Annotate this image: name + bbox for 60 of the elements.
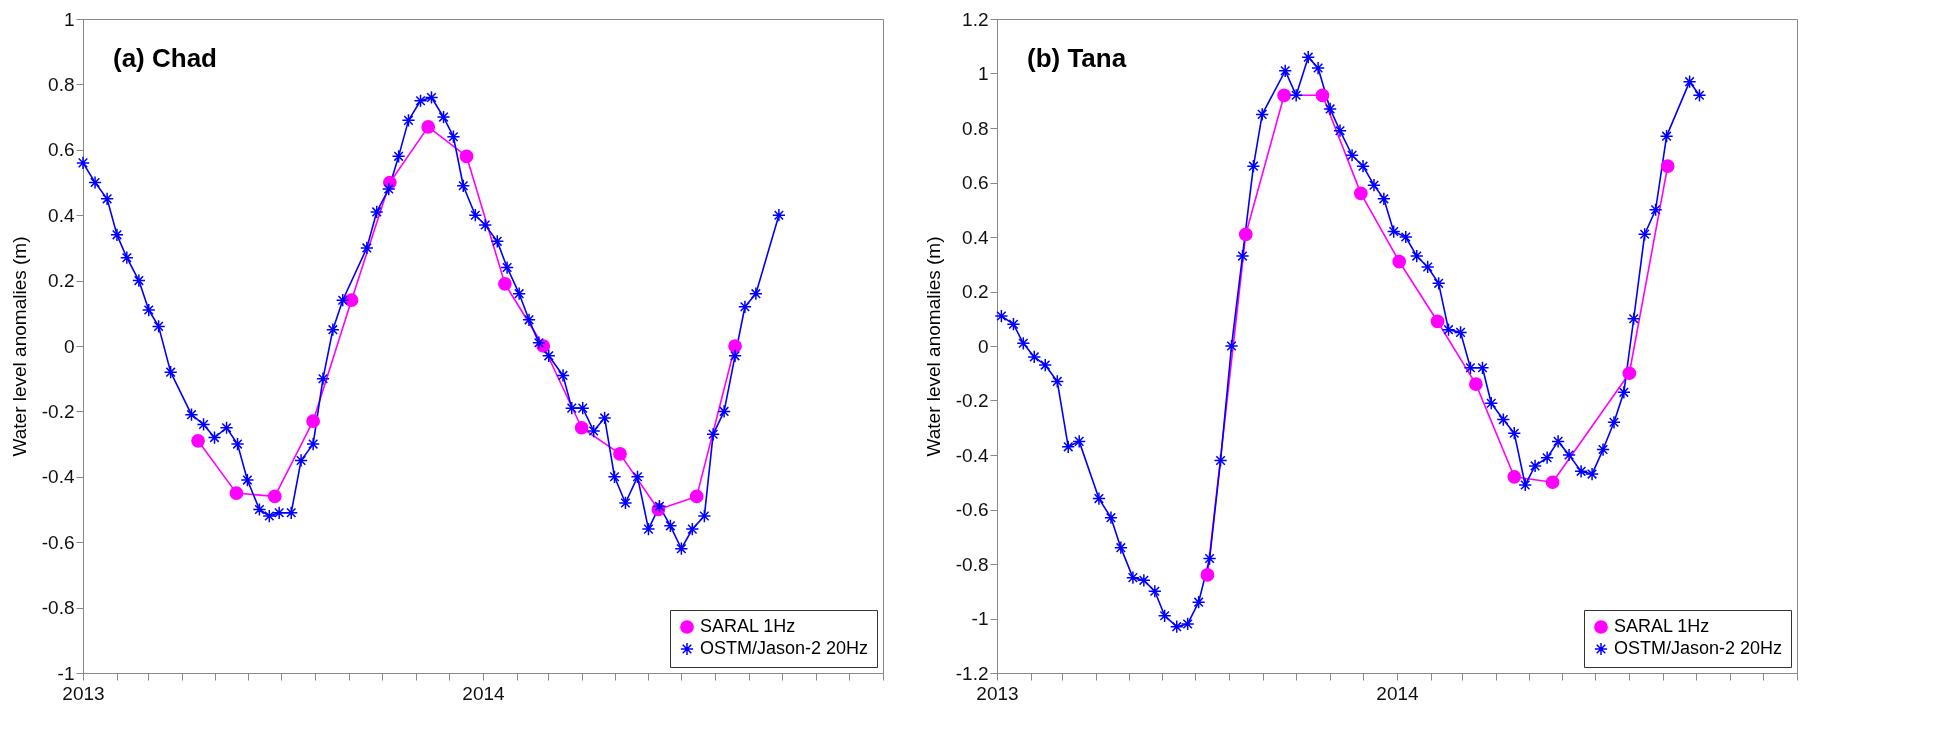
- point: [1353, 186, 1368, 201]
- point: [1469, 377, 1483, 392]
- y-tick-label: -1: [57, 662, 75, 684]
- y-tick-label: 1.2: [962, 8, 989, 30]
- point: [1430, 314, 1445, 329]
- point: [1622, 366, 1637, 381]
- point: [421, 120, 436, 134]
- y-tick-label: 1: [977, 63, 989, 84]
- y-tick-label: -0.6: [955, 499, 989, 520]
- legend-label: SARAL 1Hz: [1614, 616, 1710, 636]
- text: (b) Tana: [1027, 43, 1127, 73]
- y-tick-label: 0.8: [962, 117, 989, 139]
- point: [1238, 227, 1253, 242]
- point: [306, 414, 321, 429]
- text: (a) Chad: [113, 43, 217, 73]
- y-tick-label: 0.4: [48, 204, 75, 226]
- y-axis-title: Water level anomalies (m): [922, 236, 944, 457]
- point: [689, 489, 704, 504]
- point: [267, 489, 282, 504]
- y-axis-title: Water level anomalies (m): [8, 236, 30, 457]
- legend-label: OSTM/Jason-2 20Hz: [700, 638, 869, 658]
- y-tick-label: 0: [63, 335, 75, 357]
- y-tick-label: -0.4: [955, 444, 989, 466]
- y-tick-label: -1.2: [955, 662, 989, 684]
- y-tick-label: 0.8: [48, 73, 75, 95]
- y-tick-label: 0.2: [48, 270, 75, 292]
- point: [344, 293, 359, 308]
- y-tick-label: -0.2: [41, 400, 75, 422]
- y-tick-label: 1: [63, 8, 75, 30]
- y-tick-label: 0.6: [962, 172, 989, 193]
- point: [191, 433, 205, 448]
- y-tick-label: 0.6: [48, 139, 75, 161]
- point: [498, 277, 512, 291]
- y-tick-label: 0: [977, 335, 989, 357]
- x-tick-label: 2013: [976, 682, 1019, 704]
- point: [574, 420, 589, 435]
- point: [1545, 475, 1560, 490]
- point: [1200, 568, 1215, 582]
- point: [459, 149, 474, 164]
- y-tick-label: -0.6: [41, 531, 75, 553]
- point: [1315, 88, 1330, 103]
- y-tick-label: -0.8: [41, 597, 75, 619]
- point: [1507, 469, 1522, 484]
- y-tick-label: -0.2: [955, 390, 989, 411]
- y-tick-label: -0.4: [41, 466, 75, 488]
- legend-label: SARAL 1Hz: [700, 616, 796, 636]
- point: [613, 447, 627, 461]
- x-tick-label: 2013: [62, 682, 105, 704]
- y-tick-label: 0.2: [962, 281, 989, 302]
- y-tick-label: 0.4: [962, 226, 989, 248]
- point: [1660, 159, 1675, 174]
- legend-label: OSTM/Jason-2 20Hz: [1614, 638, 1783, 658]
- x-tick-label: 2014: [1376, 682, 1420, 704]
- point: [1392, 254, 1407, 269]
- y-tick-label: -0.8: [955, 553, 989, 575]
- point: [229, 486, 244, 501]
- point: [1277, 88, 1291, 103]
- point: [728, 339, 742, 353]
- y-tick-label: -1: [971, 608, 989, 629]
- x-tick-label: 2014: [462, 682, 506, 704]
